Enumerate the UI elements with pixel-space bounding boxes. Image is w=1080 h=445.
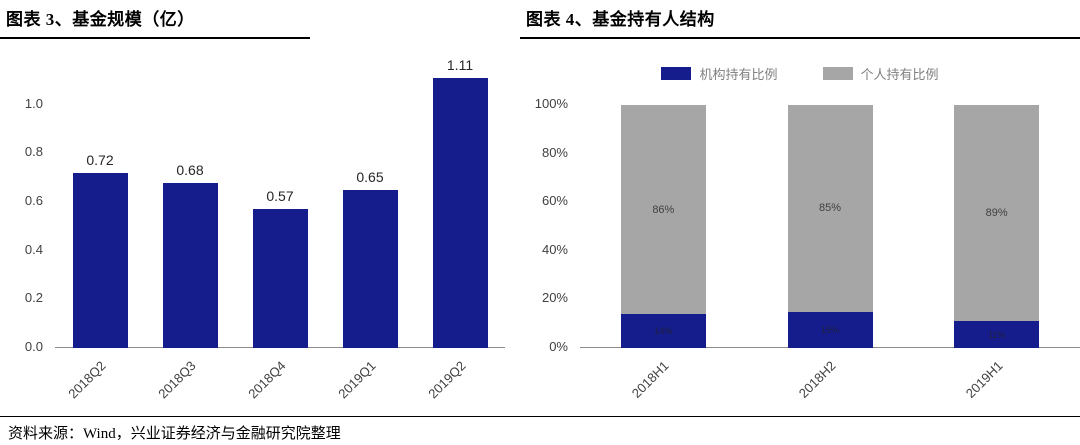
bar: [162, 182, 218, 348]
bar-segment-label: 85%: [818, 202, 842, 215]
chart-legend: 机构持有比例 个人持有比例: [520, 63, 1080, 83]
y-axis-tick-label: 80%: [541, 144, 568, 160]
bar: [342, 189, 398, 348]
y-axis-tick-label: 0.8: [24, 144, 43, 160]
bar-value-label: 0.65: [356, 168, 384, 185]
y-axis-tick-label: 60%: [541, 193, 568, 209]
stacked-bar-segment: [787, 105, 873, 312]
bar: [252, 209, 308, 348]
chart-title-holder-structure: 图表 4、基金持有人结构: [520, 4, 1080, 39]
stacked-bar-segment: [787, 311, 873, 348]
stacked-bar-segment: [954, 105, 1040, 322]
y-axis-tick-label: 0.4: [24, 241, 43, 257]
chart-title-fund-scale: 图表 3、基金规模（亿）: [0, 4, 310, 39]
y-axis-tick-label: 20%: [541, 290, 568, 306]
bar-value-label: 0.72: [86, 151, 114, 168]
holder-structure-plot-area: 0% 20% 40% 60% 80% 100% 14% 86% 15% 85% 11% 89%: [520, 96, 1080, 354]
stacked-bar-segment: [620, 105, 706, 314]
bar-value-label: 0.68: [176, 161, 204, 178]
holder-structure-x-axis-labels: 2018H1 2018H2 2019H1: [520, 348, 1080, 414]
charts-row: 图表 3、基金规模（亿） 0.0 0.2 0.4 0.6 0.8 1.0 0.72 0.68 0…: [0, 0, 1080, 414]
stacked-bar-segment: [954, 321, 1040, 348]
legend-item: 个人持有比例: [822, 64, 939, 83]
legend-label: 机构持有比例: [699, 66, 778, 82]
y-axis-tick-label: 1.0: [24, 95, 43, 111]
holder-structure-chart: 图表 4、基金持有人结构 机构持有比例 个人持有比例 0% 20% 40% 60% 80%…: [520, 0, 1080, 414]
bar-value-label: 1.11: [446, 56, 474, 73]
bar-segment-label: 89%: [985, 207, 1008, 220]
y-axis-tick-label: 0%: [549, 339, 568, 354]
y-axis-tick-label: 0.0: [24, 339, 43, 354]
bar: [72, 172, 128, 348]
fund-scale-x-axis-labels: 2018Q2 2018Q3 2018Q4 2019Q1 2019Q2: [0, 348, 505, 414]
stacked-bar-segment: [620, 313, 706, 348]
y-axis-tick-label: 40%: [541, 241, 568, 257]
legend-swatch-icon: [822, 66, 853, 80]
bar-segment-label: 86%: [652, 203, 675, 216]
bar-value-label: 0.57: [266, 188, 294, 205]
legend-item: 机构持有比例: [661, 64, 778, 83]
fund-scale-chart: 图表 3、基金规模（亿） 0.0 0.2 0.4 0.6 0.8 1.0 0.72 0.68 0…: [0, 0, 505, 414]
bar-segment-label: 15%: [820, 324, 839, 335]
bar-segment-label: 14%: [654, 326, 673, 336]
legend-label: 个人持有比例: [860, 66, 939, 82]
y-axis-tick-label: 0.2: [24, 290, 43, 306]
bar: [432, 77, 488, 348]
legend-swatch-icon: [661, 66, 692, 80]
y-axis-tick-label: 0.6: [24, 193, 43, 208]
y-axis-tick-label: 100%: [534, 96, 568, 111]
fund-scale-plot-area: 0.0 0.2 0.4 0.6 0.8 1.0 0.72 0.68 0.57 0.65 1.11: [0, 56, 505, 354]
source-note: 资料来源：Wind，兴业证券经济与金融研究院整理: [0, 416, 1080, 443]
bar-segment-label: 11%: [987, 329, 1006, 340]
